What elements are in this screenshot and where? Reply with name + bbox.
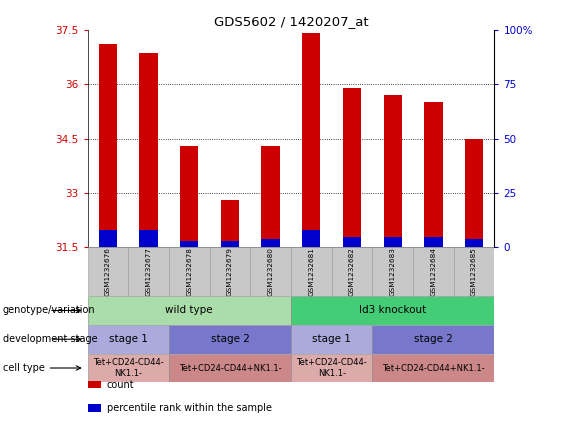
Text: GSM1232683: GSM1232683 [390, 247, 395, 296]
Text: GSM1232684: GSM1232684 [431, 247, 436, 296]
Bar [343, 88, 361, 247]
Bar [262, 146, 280, 247]
Text: GSM1232679: GSM1232679 [227, 247, 233, 296]
Text: GSM1232681: GSM1232681 [308, 247, 314, 296]
Bar [465, 139, 483, 247]
Text: GSM1232682: GSM1232682 [349, 247, 355, 296]
Text: genotype/variation: genotype/variation [3, 305, 95, 316]
Bar [302, 230, 320, 247]
Text: stage 2: stage 2 [414, 334, 453, 344]
Bar [291, 325, 372, 354]
Bar [169, 325, 291, 354]
Bar [384, 236, 402, 247]
Bar [99, 230, 117, 247]
Bar [180, 146, 198, 247]
Bar [88, 247, 128, 296]
Bar [210, 247, 250, 296]
Bar [169, 247, 210, 296]
Bar [169, 354, 291, 382]
Bar [424, 102, 442, 247]
Text: Id3 knockout: Id3 knockout [359, 305, 427, 316]
Bar [88, 296, 291, 325]
Bar [454, 247, 494, 296]
Bar [128, 247, 169, 296]
Bar [180, 241, 198, 247]
Bar [343, 236, 361, 247]
Bar [88, 381, 101, 388]
Text: GSM1232680: GSM1232680 [268, 247, 273, 296]
Bar [332, 247, 372, 296]
Text: Tet+CD24-CD44-
NK1.1-: Tet+CD24-CD44- NK1.1- [296, 358, 367, 378]
Bar [424, 236, 442, 247]
Text: stage 2: stage 2 [211, 334, 249, 344]
Bar [221, 200, 239, 247]
Bar [372, 354, 494, 382]
Bar [262, 239, 280, 247]
Bar [88, 404, 101, 412]
Bar [88, 354, 169, 382]
Bar [413, 247, 454, 296]
Text: development stage: development stage [3, 334, 97, 344]
Bar [291, 354, 372, 382]
Text: cell type: cell type [3, 363, 81, 373]
Text: Tet+CD24-CD44+NK1.1-: Tet+CD24-CD44+NK1.1- [382, 363, 485, 373]
Bar [291, 247, 332, 296]
Text: GSM1232678: GSM1232678 [186, 247, 192, 296]
Text: GSM1232685: GSM1232685 [471, 247, 477, 296]
Text: stage 1: stage 1 [312, 334, 351, 344]
Bar [140, 230, 158, 247]
Bar [221, 241, 239, 247]
Bar [384, 95, 402, 247]
Text: GSM1232676: GSM1232676 [105, 247, 111, 296]
Bar [250, 247, 291, 296]
Bar [99, 44, 117, 247]
Bar [88, 325, 169, 354]
Text: stage 1: stage 1 [109, 334, 147, 344]
Bar [302, 33, 320, 247]
Text: count: count [107, 379, 134, 390]
Title: GDS5602 / 1420207_at: GDS5602 / 1420207_at [214, 16, 368, 28]
Bar [372, 325, 494, 354]
Bar [140, 53, 158, 247]
Bar [291, 296, 494, 325]
Text: percentile rank within the sample: percentile rank within the sample [107, 403, 272, 413]
Text: Tet+CD24-CD44+NK1.1-: Tet+CD24-CD44+NK1.1- [179, 363, 281, 373]
Text: Tet+CD24-CD44-
NK1.1-: Tet+CD24-CD44- NK1.1- [93, 358, 164, 378]
Bar [465, 239, 483, 247]
Text: GSM1232677: GSM1232677 [146, 247, 151, 296]
Text: wild type: wild type [166, 305, 213, 316]
Bar [372, 247, 413, 296]
